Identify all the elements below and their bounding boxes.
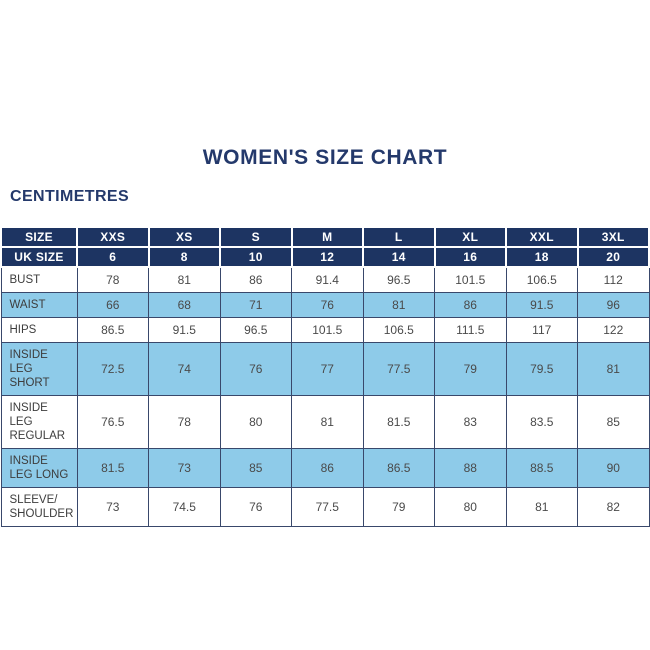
measurement-cell: 91.5	[505, 292, 578, 318]
size-col-header: L	[362, 226, 436, 248]
measurement-cell: 101.5	[291, 317, 364, 343]
measurement-cell: 88.5	[505, 448, 578, 488]
size-col-header: XS	[147, 226, 221, 248]
row-label: HIPS	[0, 317, 78, 343]
size-col-header: XXS	[76, 226, 150, 248]
measurement-cell: 66	[76, 292, 149, 318]
row-label: WAIST	[0, 292, 78, 318]
measurement-cell: 96	[577, 292, 650, 318]
measurement-cell: 82	[577, 487, 650, 527]
uk-size-value: 20	[576, 246, 650, 268]
measurement-cell: 85	[577, 395, 650, 449]
size-chart-table: SIZE XXS XS S M L XL XXL 3XL UK SIZE 6 8 10 12 14 16 18…	[0, 226, 650, 527]
measurement-cell: 90	[577, 448, 650, 488]
unit-label: CENTIMETRES	[10, 188, 130, 205]
measurement-cell: 96.5	[362, 266, 435, 293]
measurement-cell: 96.5	[219, 317, 292, 343]
size-col-header: 3XL	[576, 226, 650, 248]
row-label: INSIDE LEG LONG	[0, 448, 78, 488]
measurement-cell: 81	[505, 487, 578, 527]
uk-size-value: 10	[219, 246, 293, 268]
measurement-cell: 86.5	[76, 317, 149, 343]
table-header: SIZE XXS XS S M L XL XXL 3XL UK SIZE 6 8 10 12 14 16 18…	[0, 226, 650, 268]
measurement-cell: 91.5	[148, 317, 221, 343]
row-label: BUST	[0, 266, 78, 293]
table-row: BUST 78 81 86 91.4 96.5 101.5 106.5 112	[0, 266, 650, 293]
uk-size-value: 18	[505, 246, 579, 268]
measurement-cell: 80	[434, 487, 507, 527]
size-chart-page: WOMEN'S SIZE CHART CENTIMETRES SIZE XXS XS…	[0, 147, 650, 650]
table-row: SLEEVE/ SHOULDER 73 74.5 76 77.5 79 80 81 82	[0, 487, 650, 527]
measurement-cell: 122	[577, 317, 650, 343]
measurement-cell: 85	[219, 448, 292, 488]
measurement-cell: 86	[291, 448, 364, 488]
row-label: INSIDE LEG REGULAR	[0, 395, 78, 449]
uk-size-value: 16	[433, 246, 507, 268]
measurement-cell: 81.5	[76, 448, 149, 488]
measurement-cell: 80	[219, 395, 292, 449]
row-label: INSIDE LEG SHORT	[0, 342, 78, 396]
measurement-cell: 71	[219, 292, 292, 318]
measurement-cell: 117	[505, 317, 578, 343]
table-row: INSIDE LEG REGULAR 76.5 78 80 81 81.5 83 83.5 85	[0, 395, 650, 449]
measurement-cell: 91.4	[291, 266, 364, 293]
measurement-cell: 73	[148, 448, 221, 488]
measurement-cell: 86.5	[362, 448, 435, 488]
uk-size-value: 8	[147, 246, 221, 268]
table-body: BUST 78 81 86 91.4 96.5 101.5 106.5 112 WAIST 66 68…	[0, 266, 650, 527]
table-row: HIPS 86.5 91.5 96.5 101.5 106.5 111.5 117 122	[0, 317, 650, 343]
measurement-cell: 76	[219, 487, 292, 527]
size-col-header: M	[290, 226, 364, 248]
measurement-cell: 86	[219, 266, 292, 293]
measurement-cell: 83.5	[505, 395, 578, 449]
measurement-cell: 76	[219, 342, 292, 396]
measurement-cell: 78	[148, 395, 221, 449]
uk-size-value: 12	[290, 246, 364, 268]
measurement-cell: 88	[434, 448, 507, 488]
measurement-cell: 106.5	[505, 266, 578, 293]
measurement-cell: 79	[434, 342, 507, 396]
measurement-cell: 81.5	[362, 395, 435, 449]
measurement-cell: 79	[362, 487, 435, 527]
size-col-header: S	[219, 226, 293, 248]
size-col-header: XL	[433, 226, 507, 248]
measurement-cell: 81	[291, 395, 364, 449]
size-corner-header: SIZE	[0, 226, 78, 248]
measurement-cell: 81	[577, 342, 650, 396]
measurement-cell: 111.5	[434, 317, 507, 343]
uk-size-value: 6	[76, 246, 150, 268]
measurement-cell: 74.5	[148, 487, 221, 527]
measurement-cell: 79.5	[505, 342, 578, 396]
size-header-row: SIZE XXS XS S M L XL XXL 3XL	[0, 226, 650, 248]
measurement-cell: 101.5	[434, 266, 507, 293]
size-col-header: XXL	[505, 226, 579, 248]
measurement-cell: 68	[148, 292, 221, 318]
measurement-cell: 73	[76, 487, 149, 527]
uk-size-value: 14	[362, 246, 436, 268]
table-row: WAIST 66 68 71 76 81 86 91.5 96	[0, 292, 650, 318]
measurement-cell: 86	[434, 292, 507, 318]
measurement-cell: 112	[577, 266, 650, 293]
measurement-cell: 74	[148, 342, 221, 396]
measurement-cell: 77.5	[291, 487, 364, 527]
row-label: SLEEVE/ SHOULDER	[0, 487, 78, 527]
measurement-cell: 83	[434, 395, 507, 449]
measurement-cell: 76.5	[76, 395, 149, 449]
measurement-cell: 77.5	[362, 342, 435, 396]
measurement-cell: 81	[148, 266, 221, 293]
measurement-cell: 72.5	[76, 342, 149, 396]
uk-size-label: UK SIZE	[0, 246, 78, 268]
uk-size-row: UK SIZE 6 8 10 12 14 16 18 20	[0, 246, 650, 268]
measurement-cell: 78	[76, 266, 149, 293]
table-row: INSIDE LEG SHORT 72.5 74 76 77 77.5 79 79.5 81	[0, 342, 650, 396]
table-row: INSIDE LEG LONG 81.5 73 85 86 86.5 88 88.5 90	[0, 448, 650, 488]
measurement-cell: 76	[291, 292, 364, 318]
measurement-cell: 81	[362, 292, 435, 318]
page-title: WOMEN'S SIZE CHART	[202, 146, 448, 169]
measurement-cell: 77	[291, 342, 364, 396]
measurement-cell: 106.5	[362, 317, 435, 343]
